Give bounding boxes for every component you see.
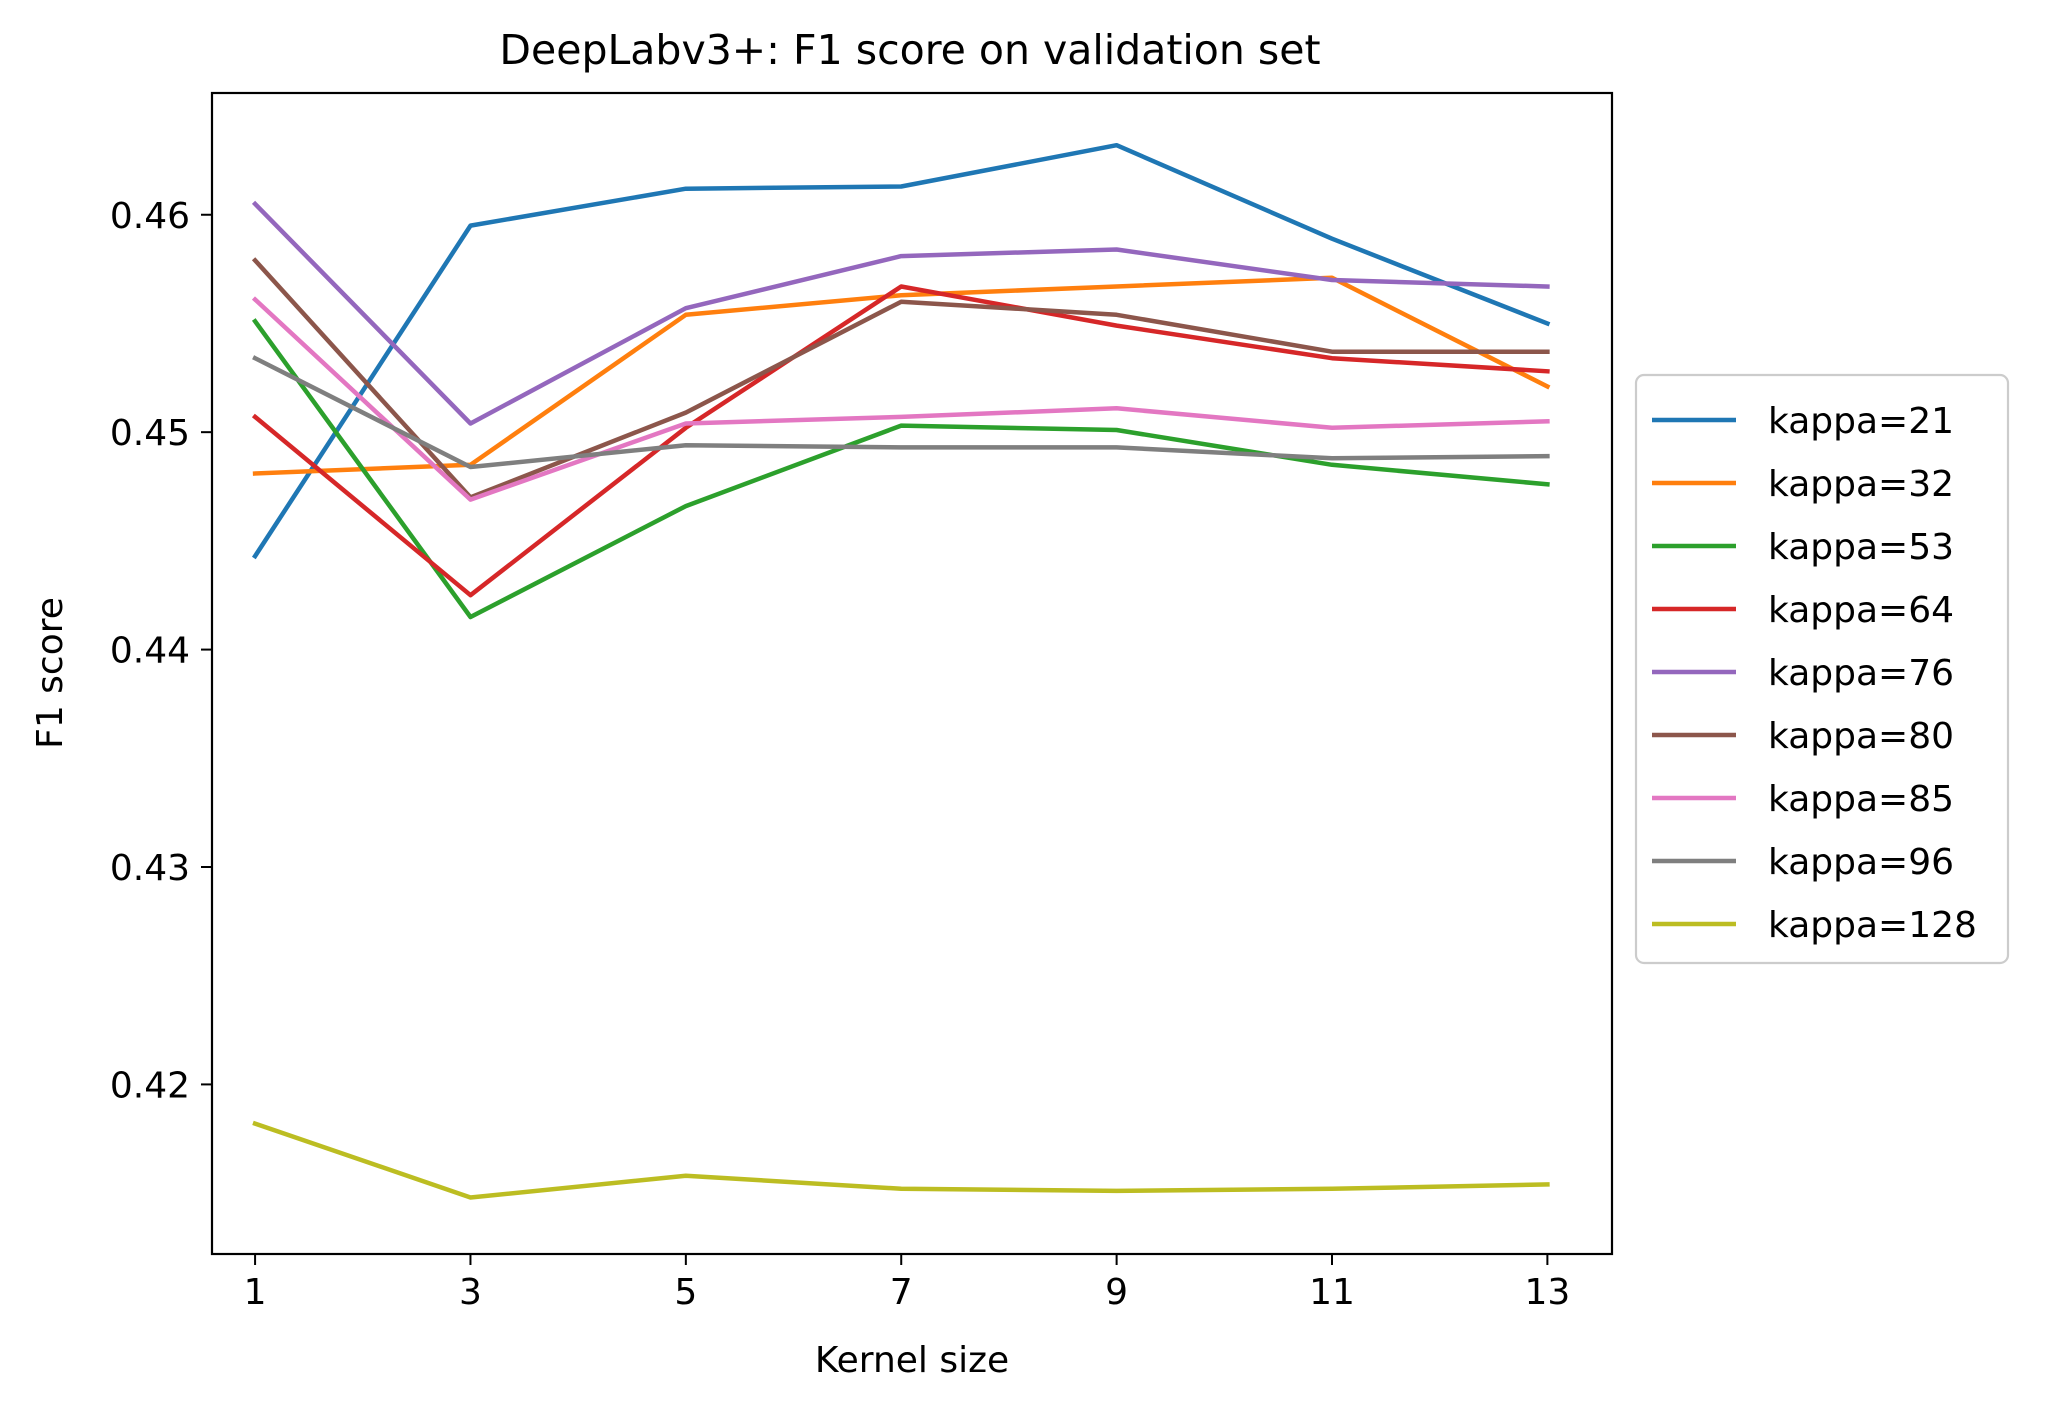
legend-label: kappa=21 — [1768, 401, 1954, 442]
legend-label: kappa=76 — [1768, 653, 1954, 694]
legend-label: kappa=32 — [1768, 464, 1954, 505]
legend-label: kappa=85 — [1768, 779, 1954, 820]
legend-items: kappa=21 kappa=32 kappa=53 kappa=64 kappa=76… — [1652, 401, 1977, 946]
y-axis-label: F1 score — [30, 597, 71, 749]
x-axis: 1 3 5 7 9 11 13 — [244, 1254, 1570, 1313]
series-line-kappa-96 — [252, 355, 1550, 470]
legend-label: kappa=128 — [1768, 905, 1977, 946]
series-line-kappa-21 — [251, 142, 1551, 560]
x-tick-label: 5 — [674, 1272, 697, 1313]
legend: kappa=21 kappa=32 kappa=53 kappa=64 kappa=76… — [1634, 373, 2010, 965]
y-tick-label: 0.45 — [110, 413, 190, 454]
x-tick-label: 9 — [1105, 1272, 1128, 1313]
series-line-kappa-76 — [251, 200, 1550, 426]
x-tick-label: 13 — [1524, 1272, 1570, 1313]
series-group — [251, 142, 1551, 1200]
legend-label: kappa=80 — [1768, 716, 1954, 757]
series-line-kappa-64 — [251, 284, 1550, 598]
y-tick-label: 0.44 — [110, 631, 190, 672]
x-tick-label: 3 — [459, 1272, 482, 1313]
axes-frame — [210, 91, 1614, 1256]
x-tick-label: 11 — [1309, 1272, 1355, 1313]
y-axis: 0.42 0.43 0.44 0.45 0.46 — [110, 196, 212, 1106]
x-axis-label: Kernel size — [815, 1340, 1009, 1381]
x-tick-label: 7 — [890, 1272, 913, 1313]
legend-label: kappa=64 — [1768, 590, 1954, 631]
y-tick-label: 0.42 — [110, 1065, 190, 1106]
chart-title: DeepLabv3+: F1 score on validation set — [499, 26, 1320, 74]
x-tick-label: 1 — [244, 1272, 267, 1313]
series-line-kappa-53 — [251, 318, 1550, 620]
y-tick-label: 0.46 — [110, 196, 190, 237]
legend-box — [1634, 373, 2010, 965]
plot-area — [210, 91, 1614, 1256]
series-line-kappa-85 — [251, 296, 1550, 502]
y-tick-label: 0.43 — [110, 848, 190, 889]
legend-label: kappa=53 — [1768, 527, 1954, 568]
legend-label: kappa=96 — [1768, 842, 1954, 883]
series-line-kappa-128 — [252, 1120, 1550, 1200]
